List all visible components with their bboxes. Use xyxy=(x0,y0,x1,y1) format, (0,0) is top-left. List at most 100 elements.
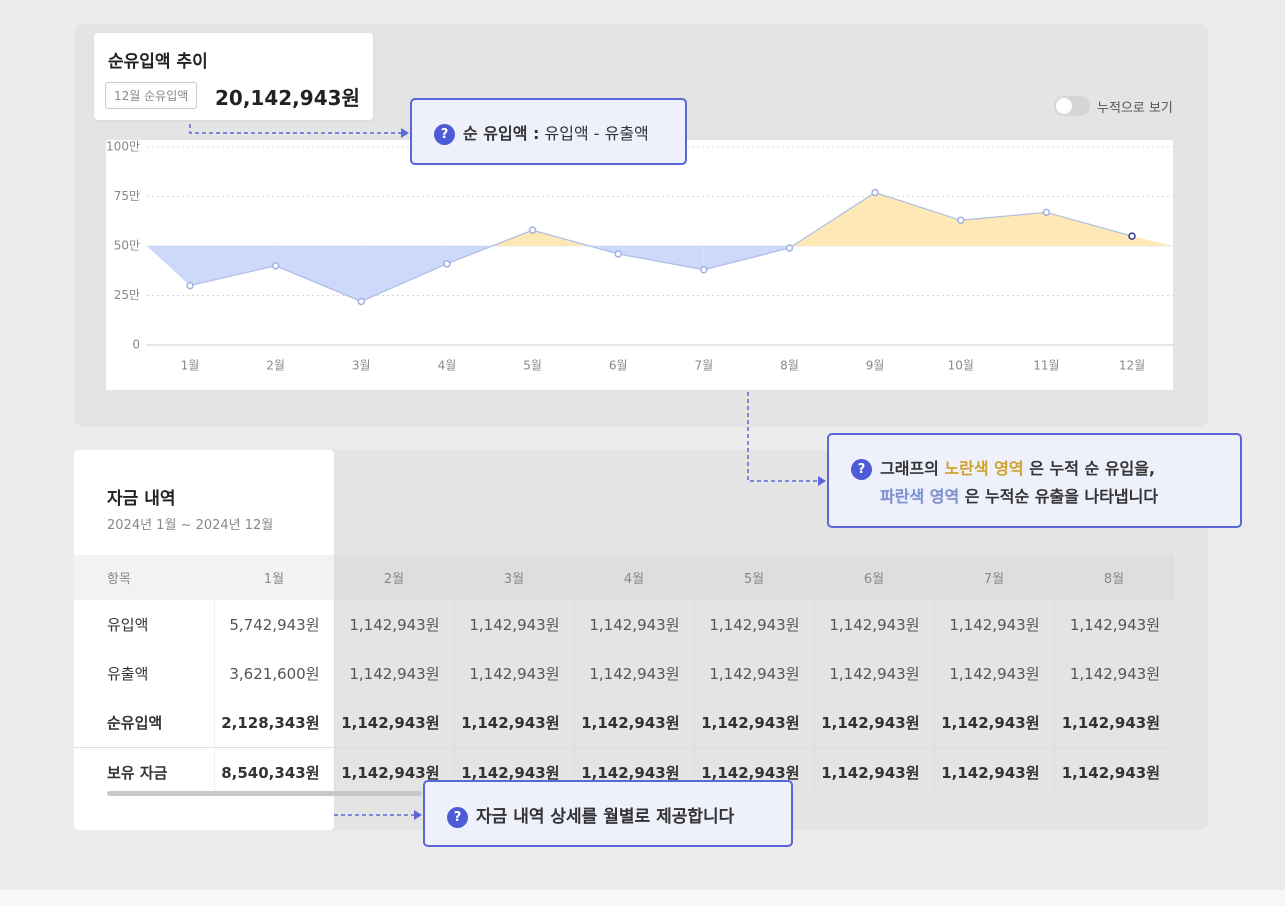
cell: 3,621,600원 xyxy=(213,649,334,698)
y-tick-label: 0 xyxy=(132,338,140,352)
help-icon: ? xyxy=(434,124,455,145)
cell: 1,142,943원 xyxy=(453,600,574,649)
area xyxy=(875,192,961,246)
cell: 8,540,343원 xyxy=(213,747,334,790)
point xyxy=(700,266,708,274)
cell: 1,142,943원 xyxy=(813,698,934,748)
row-label: 보유 자금 xyxy=(74,747,214,790)
column-header: 2월 xyxy=(334,555,454,600)
header-row: 항목 1월 2월 3월 4월 5월 6월 7월 8월 xyxy=(74,555,1174,600)
cell: 1,142,943원 xyxy=(933,698,1054,748)
callout: ? 그래프의 노란색 영역 은 누적 순 유입을, 파란색 영역 은 누적순 유출… xyxy=(827,433,1242,528)
table-row: 유출액 3,621,600원 1,142,943원 1,142,943원 1,142,9… xyxy=(74,649,1174,698)
summary-card: 순유입액 추이 12월 순유입액 20,142,943원 xyxy=(94,33,373,120)
area xyxy=(1046,212,1132,246)
x-tick-label: 10월 xyxy=(948,359,974,373)
cell: 1,142,943원 xyxy=(573,649,694,698)
area xyxy=(275,246,362,302)
x-tick-label: 9월 xyxy=(866,359,885,373)
table-row: 유입액 5,742,943원 1,142,943원 1,142,943원 1,142,9… xyxy=(74,600,1174,649)
table-row: 보유 자금 8,540,343원 1,142,943원 1,142,943원 1,142… xyxy=(74,747,1174,790)
column-header: 6월 xyxy=(814,555,934,600)
column-header: 항목 xyxy=(74,555,214,600)
column-header: 1월 xyxy=(214,555,334,600)
y-tick-label: 75만 xyxy=(114,189,140,203)
x-tick-label: 4월 xyxy=(438,359,457,373)
cell: 1,142,943원 xyxy=(813,600,934,649)
table-subtitle: 2024년 1월 ~ 2024년 12월 xyxy=(107,518,274,533)
scrollbar[interactable] xyxy=(107,791,422,796)
x-tick-label: 8월 xyxy=(780,359,799,373)
point xyxy=(871,188,879,197)
cell: 1,142,943원 xyxy=(1053,600,1174,649)
cell: 1,142,943원 xyxy=(573,698,694,748)
chart: 0 25만 50만 75만 100만 1월 2월 3월 4월 5월 6월 7월 8월 9월 10월 11월 12… xyxy=(106,140,1173,390)
help-icon: ? xyxy=(447,806,468,828)
point xyxy=(785,244,794,252)
column-header: 4월 xyxy=(574,555,694,600)
column-header: 7월 xyxy=(934,555,1054,600)
x-tick-label: 1월 xyxy=(181,359,200,373)
cell: 1,142,943원 xyxy=(693,698,814,748)
x-tick-label: 12월 xyxy=(1119,359,1145,373)
callout: ? 자금 내역 상세를 월별로 제공합니다 xyxy=(423,780,793,847)
row-label: 순유입액 xyxy=(74,698,214,748)
point xyxy=(443,260,451,268)
table-row: 순유입액 2,128,343원 1,142,943원 1,142,943원 1,142,… xyxy=(74,698,1174,748)
table-title: 자금 내역 xyxy=(107,489,176,509)
point xyxy=(528,226,537,234)
point xyxy=(1128,232,1136,240)
y-tick-label: 25만 xyxy=(114,288,140,302)
x-tick-label: 7월 xyxy=(694,359,713,373)
x-tick-label: 3월 xyxy=(352,359,371,373)
cell: 1,142,943원 xyxy=(453,649,574,698)
cell: 1,142,943원 xyxy=(1053,747,1174,790)
cell: 1,142,943원 xyxy=(813,649,934,698)
cell: 2,128,343원 xyxy=(213,698,334,748)
toggle-label: 누적으로 보기 xyxy=(1097,101,1173,116)
callout-text: 자금 내역 상세를 월별로 제공합니다 xyxy=(476,807,735,827)
point xyxy=(614,250,622,258)
cell: 1,142,943원 xyxy=(693,649,814,698)
cell: 1,142,943원 xyxy=(333,600,454,649)
cell: 1,142,943원 xyxy=(1053,698,1174,748)
column-header: 5월 xyxy=(694,555,814,600)
cell: 1,142,943원 xyxy=(333,698,454,748)
area xyxy=(618,246,704,270)
cell: 1,142,943원 xyxy=(693,600,814,649)
callout-text: 유입액 - 유출액 xyxy=(539,124,649,143)
cell: 1,142,943원 xyxy=(333,649,454,698)
callout-text: 그래프의 xyxy=(880,459,945,478)
table: 항목 1월 2월 3월 4월 5월 6월 7월 8월 유입액 5,742,943원 1,142,943… xyxy=(74,555,1174,790)
line xyxy=(189,191,1133,303)
amount: 20,142,943원 xyxy=(215,86,360,110)
point xyxy=(1042,208,1051,217)
point xyxy=(186,281,194,290)
point xyxy=(956,216,965,225)
x-tick-label: 6월 xyxy=(609,359,628,373)
card-title: 순유입액 추이 xyxy=(108,52,208,72)
x-tick-label: 5월 xyxy=(523,359,542,373)
area xyxy=(147,246,190,286)
point xyxy=(271,262,280,270)
cell: 5,742,943원 xyxy=(213,600,334,649)
y-tick-label: 100만 xyxy=(106,140,140,154)
x-tick-label: 2월 xyxy=(266,359,285,373)
toggle[interactable] xyxy=(1054,96,1090,116)
area xyxy=(190,246,276,286)
callout-text: 은 누적순 유출을 나타냅니다 xyxy=(959,487,1159,506)
area xyxy=(960,212,1047,246)
cell: 1,142,943원 xyxy=(933,649,1054,698)
table-scroll[interactable]: 항목 1월 2월 3월 4월 5월 6월 7월 8월 유입액 5,742,943원 1,142,943… xyxy=(74,555,1208,790)
area xyxy=(361,246,447,302)
cell: 1,142,943원 xyxy=(1053,649,1174,698)
highlight-blue: 파란색 영역 xyxy=(880,487,960,506)
row-label: 유입액 xyxy=(74,600,214,649)
badge: 12월 순유입액 xyxy=(105,82,198,109)
callout-term: 순 유입액 : xyxy=(463,124,540,143)
help-icon: ? xyxy=(851,459,872,480)
area xyxy=(1132,236,1173,246)
callout: ? 순 유입액 : 유입액 - 유출액 xyxy=(410,98,687,165)
point xyxy=(357,297,366,306)
cell: 1,142,943원 xyxy=(933,600,1054,649)
